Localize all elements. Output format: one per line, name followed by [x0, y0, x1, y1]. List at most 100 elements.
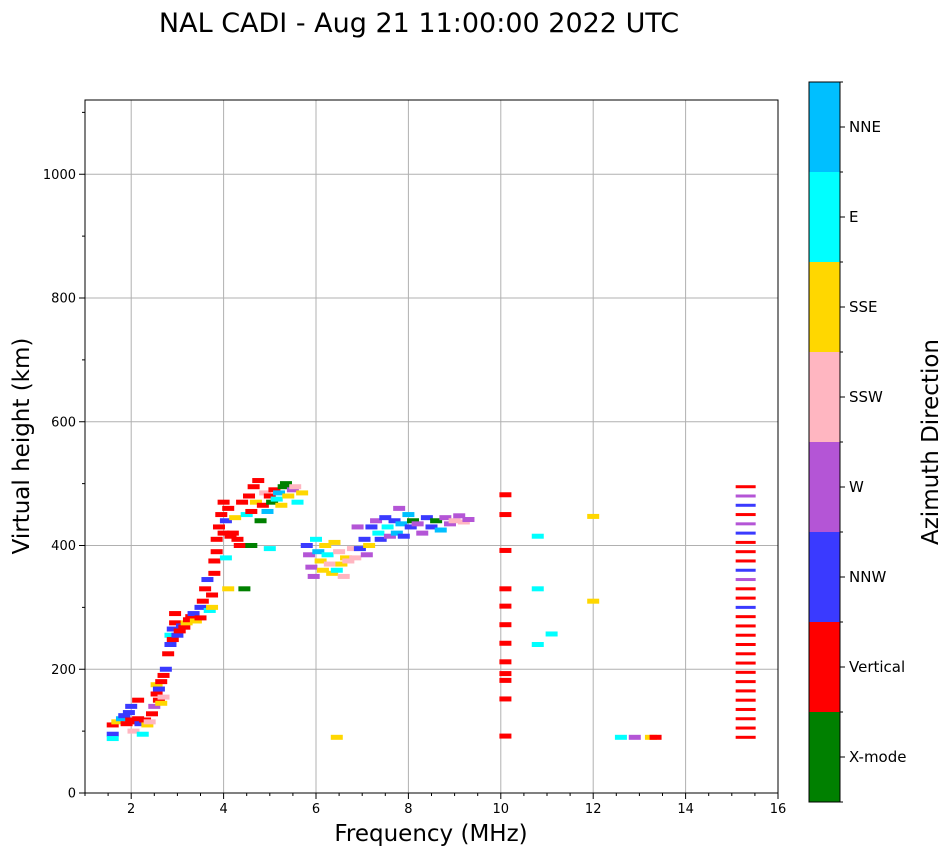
echo-point [249, 499, 262, 505]
echo-point [178, 624, 191, 630]
echo-point [735, 717, 756, 721]
echo-point [189, 618, 202, 624]
echo-point [150, 691, 163, 697]
echo-point [328, 539, 341, 545]
echo-point [125, 703, 138, 709]
echo-point [735, 596, 756, 600]
echo-point [120, 721, 133, 727]
echo-point [148, 703, 161, 709]
echo-point [279, 481, 292, 487]
echo-point [145, 711, 158, 717]
echo-point [268, 487, 281, 493]
echo-point [243, 493, 256, 499]
echo-point [628, 734, 641, 740]
echo-point [300, 543, 313, 548]
echo-point [270, 496, 283, 502]
echo-point [735, 707, 756, 711]
colorbar-swatch [809, 532, 840, 622]
echo-point [196, 598, 209, 604]
echo-point [150, 682, 163, 688]
echo-point [222, 586, 235, 592]
echo-point [545, 631, 558, 637]
echo-point [286, 487, 299, 493]
echo-point [587, 513, 600, 519]
echo-point [155, 700, 168, 706]
echo-point [106, 731, 119, 737]
echo-point [173, 628, 186, 634]
echo-point [365, 524, 378, 530]
echo-point [735, 726, 756, 730]
echo-point [307, 573, 320, 579]
echo-point [141, 722, 154, 728]
echo-point [383, 533, 396, 539]
echo-point [407, 518, 420, 524]
echo-point [735, 624, 756, 628]
colorbar-swatch [809, 712, 840, 802]
echo-point [499, 586, 512, 592]
echo-point [132, 716, 145, 722]
echo-point [363, 543, 376, 548]
echo-point [393, 505, 406, 511]
echo-point [245, 543, 258, 548]
echo-point [499, 622, 512, 628]
echo-point [326, 570, 339, 576]
echo-point [351, 524, 364, 530]
echo-point [201, 577, 214, 583]
echo-point [219, 555, 232, 561]
echo-point [199, 586, 212, 592]
echo-point [337, 573, 350, 579]
echo-point [735, 559, 756, 563]
colorbar-label-item: E [849, 208, 858, 226]
echo-point [224, 533, 237, 539]
echo-point [111, 719, 124, 725]
echo-point [340, 555, 353, 561]
colorbar-label-item: SSW [849, 388, 883, 406]
echo-point [346, 546, 359, 552]
echo-point [372, 530, 385, 536]
echo-point [187, 611, 200, 617]
echo-point [735, 531, 756, 535]
echo-point [164, 642, 177, 647]
echo-point [212, 524, 225, 530]
y-tick-label: 800 [51, 292, 76, 307]
x-axis-ticks: 2 4 6 8 10 12 14 16 [84, 793, 786, 817]
gridlines [85, 100, 779, 794]
echo-point [106, 736, 119, 742]
echo-point [614, 734, 627, 740]
echo-points [106, 478, 756, 742]
colorbar-label-item: X-mode [849, 748, 906, 766]
echo-point [240, 512, 253, 518]
echo-point [379, 515, 392, 521]
echo-point [314, 558, 327, 564]
echo-point [157, 694, 170, 700]
echo-point [531, 586, 544, 592]
y-tick-label: 200 [51, 663, 76, 678]
echo-point [266, 499, 279, 505]
echo-point [233, 543, 246, 548]
echo-point [649, 734, 662, 740]
echo-point [122, 710, 135, 716]
x-tick-label: 8 [404, 802, 412, 817]
echo-point [360, 552, 373, 558]
echo-point [342, 558, 355, 564]
echo-point [254, 518, 267, 524]
echo-point [443, 521, 456, 527]
echo-point [499, 547, 512, 553]
echo-point [735, 735, 756, 739]
echo-point [162, 651, 175, 657]
echo-point [462, 517, 475, 523]
colorbar-swatch [809, 622, 840, 712]
echo-point [303, 552, 316, 558]
echo-point [499, 512, 512, 518]
echo-point [252, 478, 265, 484]
y-tick-label: 1000 [43, 168, 76, 183]
echo-point [206, 592, 219, 598]
y-axis-ticks: 0 200 400 600 800 1000 [43, 111, 85, 802]
x-tick-label: 14 [677, 802, 694, 817]
echo-point [531, 533, 544, 539]
echo-point [397, 533, 410, 539]
echo-point [395, 521, 408, 527]
x-tick-label: 12 [585, 802, 602, 817]
echo-point [531, 642, 544, 647]
echo-point [425, 524, 438, 530]
